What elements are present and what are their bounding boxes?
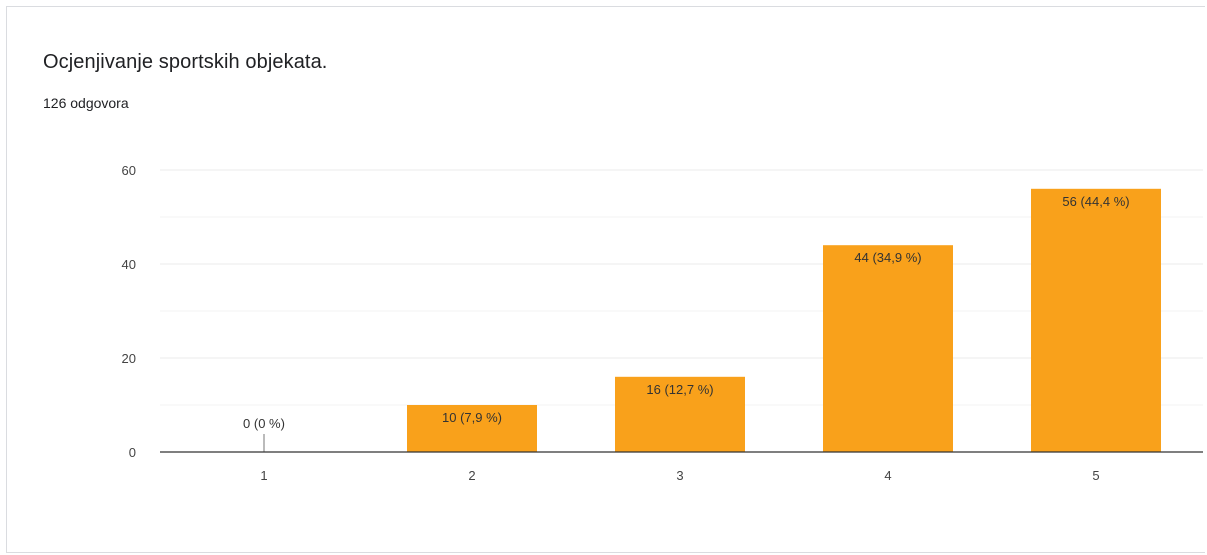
y-tick-label: 40 bbox=[122, 257, 136, 272]
data-label: 10 (7,9 %) bbox=[442, 410, 502, 425]
data-label: 0 (0 %) bbox=[243, 416, 285, 431]
bar[interactable] bbox=[407, 405, 537, 452]
bar[interactable] bbox=[615, 376, 745, 452]
grid-lines bbox=[160, 169, 1203, 406]
y-tick-label: 60 bbox=[122, 163, 136, 178]
data-label: 44 (34,9 %) bbox=[854, 250, 921, 265]
data-label: 56 (44,4 %) bbox=[1062, 194, 1129, 209]
x-tick-label: 5 bbox=[1092, 468, 1099, 483]
x-tick-label: 1 bbox=[260, 468, 267, 483]
data-labels: 0 (0 %) 10 (7,9 %) 16 (12,7 %) 44 (34,9 %) 5… bbox=[243, 194, 1130, 452]
response-count: 126 odgovora bbox=[43, 95, 129, 111]
x-tick-label: 3 bbox=[676, 468, 683, 483]
x-tick-label: 4 bbox=[884, 468, 891, 483]
x-tick-label: 2 bbox=[468, 468, 475, 483]
data-label: 16 (12,7 %) bbox=[646, 382, 713, 397]
chart-title: Ocjenjivanje sportskih objekata. bbox=[43, 51, 328, 73]
chart-card: Ocjenjivanje sportskih objekata. 126 odg… bbox=[6, 6, 1205, 553]
bar[interactable] bbox=[823, 245, 953, 452]
bars bbox=[407, 188, 1161, 453]
x-axis-ticks: 1 2 3 4 5 bbox=[160, 451, 1203, 483]
y-axis-ticks: 0 20 40 60 bbox=[122, 163, 136, 460]
y-tick-label: 0 bbox=[129, 445, 136, 460]
bar[interactable] bbox=[1031, 188, 1161, 453]
y-tick-label: 20 bbox=[122, 351, 136, 366]
